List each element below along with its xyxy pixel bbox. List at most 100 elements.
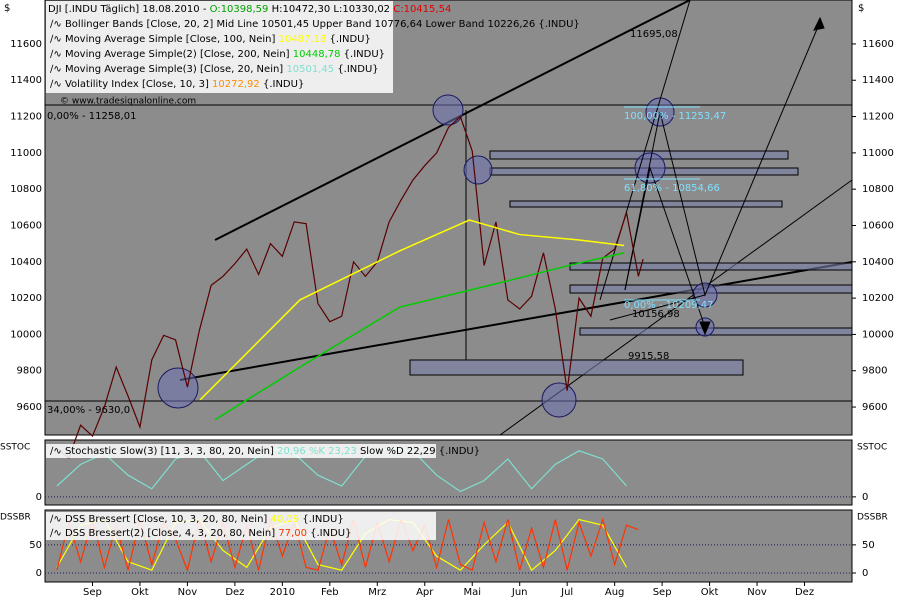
legend-text: {.INDU} [302, 514, 343, 525]
x-tick-label: Feb [321, 587, 339, 598]
legend-text: Moving Average Simple(3) [Close, 20, Nei… [65, 64, 283, 75]
annotation: 0,00% - 11258,01 [47, 111, 136, 122]
legend-text: Bollinger Bands [Close, 20, 2] Mid Line … [65, 19, 580, 30]
y-tick-label: 11000 [10, 148, 42, 159]
panel-label: DSSBR [857, 513, 888, 523]
panel-label: SSTOC [0, 443, 30, 453]
x-tick-label: 2010 [270, 587, 295, 598]
y-tick-label: 11600 [10, 39, 42, 50]
legend: ∕∿ DSS Bressert(2) [Close, 4, 3, 20, 80,… [46, 526, 436, 540]
axis-label: $ [858, 3, 864, 14]
legend-text: 40,09 [271, 514, 300, 525]
y-tick-label: 11400 [862, 75, 894, 86]
series-line [199, 219, 625, 401]
annotation: 11695,08 [630, 29, 678, 40]
y-tick-label: 10600 [862, 220, 894, 231]
legend-text: 10272,92 [212, 79, 260, 90]
legend-entry: ∕∿ Volatility Index [Close, 10, 3] 10272… [50, 79, 304, 90]
legend: DJI [.INDU Täglich] 18.08.2010 - O:10398… [46, 1, 580, 93]
arrow-head [699, 321, 711, 336]
x-tick-label: Jul [560, 587, 573, 598]
y-tick-label: 0 [36, 568, 42, 579]
y-tick-label: 10000 [862, 329, 894, 340]
y-tick-label: 10800 [862, 184, 894, 195]
legend-text: Volatility Index [Close, 10, 3] [65, 79, 209, 90]
y-tick-label: 50 [862, 540, 875, 551]
x-tick-label: Nov [747, 587, 767, 598]
zone [579, 327, 853, 336]
series-line [56, 518, 628, 572]
legend-text: {.INDU} [263, 79, 304, 90]
legend-text: {.INDU} [337, 64, 378, 75]
annotation: 10156,98 [632, 309, 680, 320]
header-low: L:10330,02 [333, 4, 390, 15]
circle [463, 155, 493, 185]
y-tick-label: 10400 [10, 257, 42, 268]
series-line [56, 447, 627, 493]
y-tick-label: 0 [36, 492, 42, 503]
x-tick-label: Sep [653, 587, 672, 598]
trend-line [179, 261, 853, 381]
zone [569, 262, 853, 271]
y-tick-label: 11400 [10, 75, 42, 86]
copyright: © www.tradesignalonline.com [60, 97, 196, 107]
y-tick-label: 11200 [862, 112, 894, 123]
y-tick-label: 10000 [10, 329, 42, 340]
y-tick-label: 9600 [862, 402, 887, 413]
header-open: O:10398,59 [210, 4, 269, 15]
header-close: C:10415,54 [393, 4, 451, 15]
legend-box [46, 1, 393, 93]
legend-box [46, 526, 436, 540]
legend-text: 10448,78 [293, 49, 341, 60]
y-tick-label: 10600 [10, 220, 42, 231]
legend: ∕∿ Stochastic Slow(3) [11, 3, 3, 80, 20,… [46, 444, 480, 458]
y-tick-label: 50 [29, 540, 42, 551]
x-tick-label: Mrz [368, 587, 386, 598]
arrow-path [599, 0, 691, 301]
drawing-layer [45, 0, 853, 436]
series-line [214, 252, 625, 421]
x-tick-label: Apr [416, 587, 434, 598]
panel-label: DSSBR [0, 513, 31, 523]
annotation: 100,00% - 11253,47 [624, 111, 726, 122]
legend-text: DSS Bressert(2) [Close, 4, 3, 20, 80, Ne… [65, 528, 275, 539]
x-tick-label: Okt [701, 587, 719, 598]
annotation: 34,00% - 9630,0 [47, 405, 130, 416]
x-tick-label: Nov [178, 587, 198, 598]
header: DJI [.INDU Täglich] 18.08.2010 - O:10398… [48, 4, 451, 15]
legend-text: 10501,45 [286, 64, 334, 75]
legend-text: DSS Bressert [Close, 10, 3, 20, 80, Nein… [65, 514, 267, 525]
legend-entry: ∕∿ Moving Average Simple(2) [Close, 200,… [50, 49, 385, 60]
y-tick-label: 10200 [10, 293, 42, 304]
legend-entry: ∕∿ Moving Average Simple(3) [Close, 20, … [50, 64, 379, 75]
y-tick-label: 10400 [862, 257, 894, 268]
arrow-path [624, 21, 821, 297]
legend-text: Moving Average Simple [Close, 100, Nein] [65, 34, 276, 45]
legend-box [46, 444, 436, 458]
header-symbol: DJI [.INDU Täglich] [48, 4, 139, 15]
legend-text: 10487,18 [279, 34, 327, 45]
legend-text: 20,96 %K 23,23 [277, 446, 357, 457]
header-high: H:10472,30 [272, 4, 331, 15]
zone [409, 359, 744, 376]
annotation: 0,00% - 10209,47 [624, 300, 713, 311]
circle [157, 367, 199, 409]
arrow-path [609, 294, 706, 321]
legend-text: {.INDU} [344, 49, 385, 60]
x-tick-label: Aug [605, 587, 625, 598]
y-tick-label: 10800 [10, 184, 42, 195]
legend-entry: ∕∿ Bollinger Bands [Close, 20, 2] Mid Li… [50, 19, 580, 30]
legend-text: Slow %D 22,29 {.INDU} [360, 446, 480, 457]
annotation: 61,80% - 10854,66 [624, 183, 720, 194]
y-tick-label: 11000 [862, 148, 894, 159]
y-tick-label: 9800 [862, 366, 887, 377]
y-tick-label: 9600 [17, 402, 42, 413]
legend-text: Moving Average Simple(2) [Close, 200, Ne… [65, 49, 290, 60]
y-tick-label: 9800 [17, 366, 42, 377]
axis-label: $ [4, 3, 10, 14]
x-tick-label: Okt [131, 587, 149, 598]
legend-text: 77,00 [278, 528, 307, 539]
legend-entry: ∕∿ Stochastic Slow(3) [11, 3, 3, 80, 20,… [50, 446, 480, 457]
